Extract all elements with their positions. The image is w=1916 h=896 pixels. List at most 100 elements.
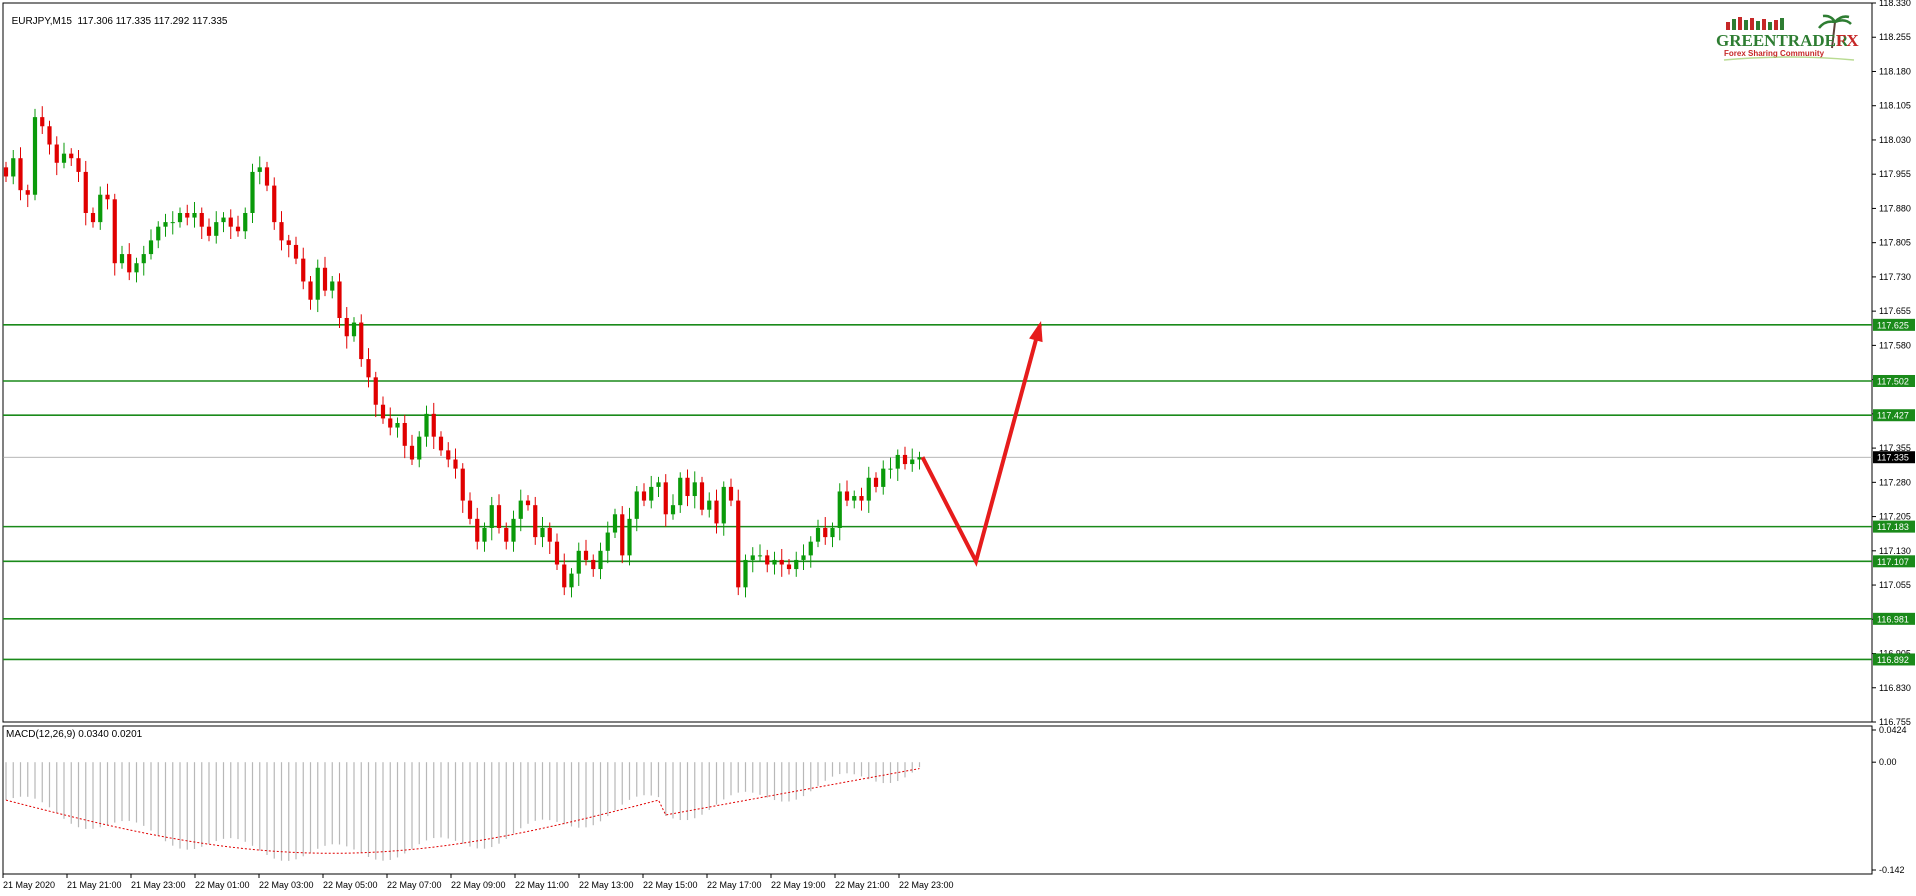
- candle-body: [866, 477, 871, 501]
- price-axis-label: 117.355: [1879, 443, 1911, 453]
- logo-tagline: Forex Sharing Community: [1724, 49, 1825, 58]
- candle-body: [605, 532, 610, 551]
- candle-body: [83, 171, 88, 213]
- candle-body: [736, 500, 741, 588]
- palm-tree-icon: [1818, 14, 1852, 49]
- candle-body: [460, 468, 465, 501]
- candle-body: [163, 222, 168, 227]
- candle-body: [119, 254, 125, 264]
- price-axis-label: 118.105: [1879, 101, 1911, 111]
- candle-body: [743, 559, 748, 588]
- level-tag: [1873, 612, 1915, 625]
- candle-body: [199, 212, 204, 227]
- candle-body: [779, 559, 784, 565]
- logo-name: GREENTRADER: [1716, 31, 1849, 50]
- candle-body: [388, 418, 393, 428]
- candle-body: [699, 482, 705, 510]
- candle-body: [808, 541, 813, 556]
- candle-body: [221, 217, 226, 223]
- macd-axis-label: 0.0424: [1879, 725, 1907, 735]
- candle-body: [888, 468, 893, 470]
- candle-body: [76, 158, 81, 172]
- candle-body: [475, 518, 480, 542]
- candle-body: [656, 482, 661, 487]
- price-axis-label: 118.030: [1879, 135, 1911, 145]
- time-axis-label: 22 May 09:00: [451, 880, 506, 890]
- candle-body: [301, 258, 306, 282]
- candle-body: [583, 550, 589, 560]
- candle-body: [728, 486, 734, 501]
- candle-body: [794, 559, 799, 570]
- level-tag-label: 117.107: [1877, 557, 1909, 567]
- time-axis-label: 22 May 17:00: [707, 880, 762, 890]
- macd-axis-label: 0.00: [1879, 757, 1897, 767]
- candle-body: [634, 491, 639, 519]
- candle-body: [917, 457, 922, 460]
- candle-body: [721, 486, 726, 524]
- candle-body: [685, 477, 690, 497]
- candle-body: [707, 500, 712, 510]
- candle-body: [228, 217, 233, 227]
- time-axis-label: 22 May 05:00: [323, 880, 378, 890]
- price-axis-label: 117.280: [1879, 477, 1911, 487]
- time-axis-label: 21 May 21:00: [67, 880, 122, 890]
- candle-body: [837, 491, 842, 528]
- level-tag-label: 116.981: [1877, 614, 1909, 624]
- candle-body: [591, 559, 596, 570]
- time-axis-label: 22 May 03:00: [259, 880, 314, 890]
- candle-body: [409, 445, 415, 460]
- candle-body: [533, 505, 538, 538]
- candle-body: [612, 514, 618, 533]
- candle-body: [750, 555, 755, 560]
- candle-body: [627, 518, 632, 556]
- macd-axis-label: -0.142: [1879, 865, 1905, 875]
- candle-body: [496, 505, 502, 528]
- candle-body: [373, 377, 378, 405]
- price-axis-label: 118.255: [1879, 32, 1911, 42]
- price-axis-label: 116.830: [1879, 683, 1911, 693]
- candle-body: [438, 436, 444, 451]
- candle-body: [504, 527, 509, 542]
- candle-body: [61, 153, 67, 163]
- candle-body: [18, 158, 23, 191]
- candle-body: [344, 317, 349, 337]
- level-tag: [1873, 409, 1915, 422]
- candle-body: [69, 153, 74, 159]
- level-tag: [1873, 653, 1915, 666]
- projection-arrow-head: [1029, 320, 1043, 343]
- candle-body: [641, 491, 647, 501]
- candle-body: [286, 240, 291, 245]
- candle-body: [330, 281, 335, 291]
- candle-body: [141, 254, 146, 264]
- candle-body: [830, 527, 835, 538]
- candle-body: [214, 222, 219, 236]
- candle-body: [250, 171, 255, 213]
- greentrader-logo: GREENTRADER FX Forex Sharing Community: [1714, 14, 1864, 64]
- candle-body: [90, 212, 96, 223]
- price-axis-label: 117.880: [1879, 203, 1911, 213]
- candle-body: [547, 527, 552, 542]
- candle-body: [293, 244, 299, 259]
- level-tag: [1873, 318, 1915, 331]
- price-axis-label: 118.330: [1879, 0, 1911, 8]
- candle-body: [148, 240, 154, 255]
- candle-body: [156, 226, 161, 241]
- time-axis-label: 22 May 23:00: [899, 880, 954, 890]
- candle-body: [279, 222, 284, 241]
- chart-header: EURJPY,M15 117.306 117.335 117.292 117.3…: [6, 5, 228, 27]
- candle-body: [482, 527, 487, 542]
- price-axis-label: 116.755: [1879, 717, 1911, 727]
- candle-body: [881, 468, 886, 487]
- price-axis-label: 117.130: [1879, 546, 1911, 556]
- candle-body: [170, 222, 175, 224]
- candle-body: [395, 422, 400, 428]
- candle-body: [844, 491, 850, 501]
- candle-body: [562, 564, 567, 588]
- candle-body: [235, 226, 241, 232]
- candle-body: [873, 477, 879, 487]
- candle-body: [757, 555, 763, 557]
- macd-signal-line: [5, 768, 920, 854]
- candle-body: [3, 167, 9, 177]
- candle-body: [852, 496, 857, 501]
